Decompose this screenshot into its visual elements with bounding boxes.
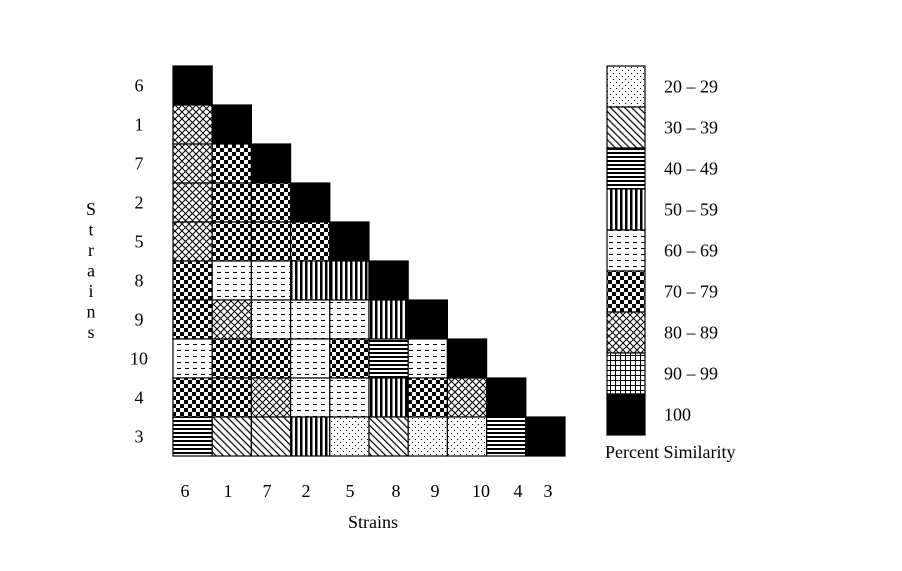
- cell-3-2: [290, 416, 331, 457]
- cell-3-3: [525, 416, 566, 457]
- cell-4-6: [172, 377, 213, 418]
- y-tick-label: 8: [135, 271, 144, 291]
- x-tick-label: 1: [224, 481, 233, 501]
- cell-9-6: [172, 299, 213, 340]
- cell-10-9: [407, 338, 449, 379]
- legend-swatch-50-59: [606, 188, 646, 231]
- y-tick-label: 7: [135, 154, 144, 174]
- y-tick-label: 2: [135, 193, 144, 213]
- cell-1-1: [211, 104, 252, 145]
- cell-4-4: [486, 377, 527, 418]
- legend-swatch-100: [606, 393, 646, 436]
- cell-10-10: [446, 338, 488, 379]
- cell-3-6: [172, 416, 213, 457]
- legend-label: 80 – 89: [664, 323, 718, 343]
- cell-5-7: [250, 221, 292, 262]
- cell-2-6: [172, 182, 213, 223]
- cell-5-2: [290, 221, 331, 262]
- x-tick-label: 7: [263, 481, 272, 501]
- legend-swatch-20-29: [606, 65, 646, 108]
- legend-swatch-30-39: [606, 106, 646, 149]
- cell-9-8: [368, 299, 409, 340]
- cell-4-10: [446, 377, 488, 418]
- cell-8-7: [250, 260, 292, 301]
- cell-8-1: [211, 260, 252, 301]
- x-tick-label: 6: [181, 481, 190, 501]
- cell-8-8: [368, 260, 409, 301]
- cell-7-1: [211, 143, 252, 184]
- legend-label: 100: [664, 405, 691, 425]
- cell-3-9: [407, 416, 449, 457]
- cell-10-1: [211, 338, 252, 379]
- legend-swatch-90-99: [606, 352, 646, 395]
- x-tick-label: 5: [346, 481, 355, 501]
- cell-10-7: [250, 338, 292, 379]
- cell-8-2: [290, 260, 331, 301]
- legend-swatch-40-49: [606, 147, 646, 190]
- cell-5-1: [211, 221, 252, 262]
- cell-10-2: [290, 338, 331, 379]
- cell-9-2: [290, 299, 331, 340]
- x-tick-label: 2: [302, 481, 311, 501]
- legend-label: 30 – 39: [664, 118, 718, 138]
- y-tick-label: 1: [135, 115, 144, 135]
- legend-label: 70 – 79: [664, 282, 718, 302]
- cell-4-8: [368, 377, 409, 418]
- cell-9-9: [407, 299, 449, 340]
- cell-4-5: [329, 377, 370, 418]
- cell-8-5: [329, 260, 370, 301]
- cell-9-1: [211, 299, 252, 340]
- x-tick-label: 9: [431, 481, 440, 501]
- legend-label: 50 – 59: [664, 200, 718, 220]
- legend-label: 60 – 69: [664, 241, 718, 261]
- cell-8-6: [172, 260, 213, 301]
- cell-3-10: [446, 416, 488, 457]
- cell-4-1: [211, 377, 252, 418]
- cell-4-9: [407, 377, 449, 418]
- legend-swatch-70-79: [606, 270, 646, 313]
- x-tick-label: 10: [472, 481, 490, 501]
- cell-3-8: [368, 416, 409, 457]
- cell-10-6: [172, 338, 213, 379]
- y-tick-label: 9: [135, 310, 144, 330]
- x-tick-label: 8: [392, 481, 401, 501]
- x-tick-label: 4: [514, 481, 523, 501]
- legend-label: 40 – 49: [664, 159, 718, 179]
- x-axis-label: Strains: [348, 512, 398, 532]
- cell-2-2: [290, 182, 331, 223]
- cell-3-1: [211, 416, 252, 457]
- cell-9-5: [329, 299, 370, 340]
- y-tick-label: 4: [135, 388, 144, 408]
- cell-3-7: [250, 416, 292, 457]
- y-tick-label: 5: [135, 232, 144, 252]
- cell-3-5: [329, 416, 370, 457]
- cell-4-2: [290, 377, 331, 418]
- cell-10-5: [329, 338, 370, 379]
- cell-2-1: [211, 182, 252, 223]
- cell-7-7: [250, 143, 292, 184]
- y-tick-label: 3: [135, 427, 144, 447]
- cell-7-6: [172, 143, 213, 184]
- cell-6-6: [172, 65, 213, 106]
- cell-5-5: [329, 221, 370, 262]
- cell-3-4: [486, 416, 527, 457]
- legend-swatch-80-89: [606, 311, 646, 354]
- legend-label: 20 – 29: [664, 77, 718, 97]
- cell-4-7: [250, 377, 292, 418]
- x-tick-label: 3: [544, 481, 553, 501]
- cell-9-7: [250, 299, 292, 340]
- cell-1-6: [172, 104, 213, 145]
- legend-swatch-60-69: [606, 229, 646, 272]
- cell-10-8: [368, 338, 409, 379]
- y-tick-label: 10: [130, 349, 148, 369]
- legend-title: Percent Similarity: [605, 442, 735, 462]
- cell-5-6: [172, 221, 213, 262]
- y-tick-label: 6: [135, 76, 144, 96]
- cell-2-7: [250, 182, 292, 223]
- legend-label: 90 – 99: [664, 364, 718, 384]
